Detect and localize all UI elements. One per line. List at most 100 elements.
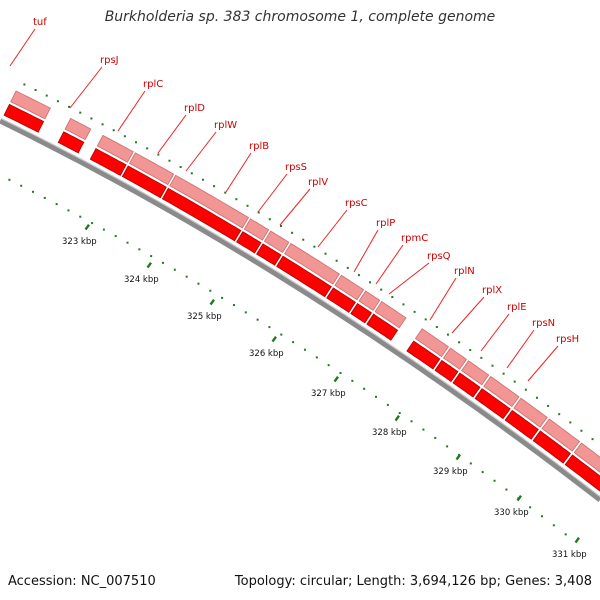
kbp-label: 327 kbp [311,389,346,399]
leader-line [225,152,252,193]
outer-dot [257,211,260,214]
red-gene-arrow [504,409,539,440]
kbp-label: 324 kbp [124,275,159,285]
scale-dot [161,261,164,264]
red-gene-arrow [406,340,441,370]
kbp-tick [271,336,277,343]
scale-dot [529,506,532,509]
leader-line [185,131,217,172]
kbp-tick [574,537,580,544]
leader-line [9,28,36,67]
scale-dot [469,462,472,465]
kbp-label: 323 kbp [62,237,97,247]
outer-dot [391,295,394,298]
outer-dot [291,231,294,234]
outer-dot [491,364,494,367]
gene-label-tuf: tuf [33,17,47,28]
gene-label-rpmC: rpmC [401,233,428,244]
scale-dot [244,311,247,314]
outer-dot [23,83,26,86]
kbp-tick [394,414,400,422]
outer-dot [268,218,271,221]
scale-dot [422,428,425,431]
outer-dot [324,252,327,255]
kbp-label: 326 kbp [249,349,284,359]
leader-line [69,66,103,109]
scale-dot [434,436,437,439]
outer-dot [413,310,416,313]
leader-line [157,114,187,154]
outer-dot [380,288,383,291]
leader-line [257,173,288,213]
kbp-tick [516,494,522,502]
leader-line [117,90,146,132]
scale-dot [67,209,70,212]
gene-label-rpsN: rpsN [532,318,555,329]
pink-gene-block [461,360,490,386]
gene-label-rplC: rplC [143,79,163,90]
leader-line [279,188,311,226]
kbp-label: 328 kbp [372,428,407,438]
outer-dot [302,238,305,241]
outer-dot [246,204,249,207]
scale-dot [375,395,378,398]
outer-dot [558,413,561,416]
scale-dot [79,215,82,218]
outer-dot [135,141,138,144]
outer-dot [480,356,483,359]
pink-gene-block [483,375,520,408]
outer-dot [402,303,405,306]
kbp-label: 330 kbp [494,508,529,518]
scale-dot [564,533,567,536]
pink-gene-block [263,230,290,253]
red-gene-arrow [161,187,242,242]
kbp-tick [333,375,339,383]
outer-dot [179,165,182,168]
pink-gene-block [358,290,381,311]
leader-line [429,277,457,321]
gene-label-rplN: rplN [454,266,475,277]
scale-dot [493,479,496,482]
outer-dot [524,388,527,391]
scale-dot [292,341,295,344]
scale-dot [315,356,318,359]
outer-dot [56,100,59,103]
leader-line [388,262,430,295]
pink-gene-block [374,301,407,329]
scale-dot [280,333,283,336]
outer-dot [68,105,71,108]
topology-summary: Topology: circular; Length: 3,694,126 bp… [234,574,592,589]
leader-line [353,229,379,273]
pink-gene-block [169,174,250,229]
gene-label-rpsH: rpsH [556,334,579,345]
scale-dot [114,235,117,238]
pink-gene-block [513,397,548,428]
leader-line [506,329,535,369]
scale-dot [363,387,366,390]
gene-label-rplD: rplD [184,103,205,114]
scale-dot [481,471,484,474]
outer-dot [101,123,104,126]
red-gene-arrow [366,313,399,341]
scale-dot [221,296,224,299]
outer-dot [591,438,594,441]
accession-text: Accession: NC_007510 [8,574,156,589]
red-gene-arrow [256,243,282,266]
scale-dot [552,524,555,527]
scale-dot [32,190,35,193]
red-gene-arrow [532,430,571,464]
pink-gene-block [128,152,175,186]
scale-dot [20,184,23,187]
outer-dot [224,191,227,194]
kbp-label: 331 kbp [552,550,587,560]
outer-dot [235,198,238,201]
scale-dot [398,412,401,415]
outer-dot [168,159,171,162]
red-gene-arrow [3,103,45,133]
red-gene-arrow [326,287,356,313]
pink-gene-block [96,134,134,163]
red-gene-arrow [57,131,85,154]
leader-line [317,209,348,248]
pink-gene-block [64,117,92,141]
